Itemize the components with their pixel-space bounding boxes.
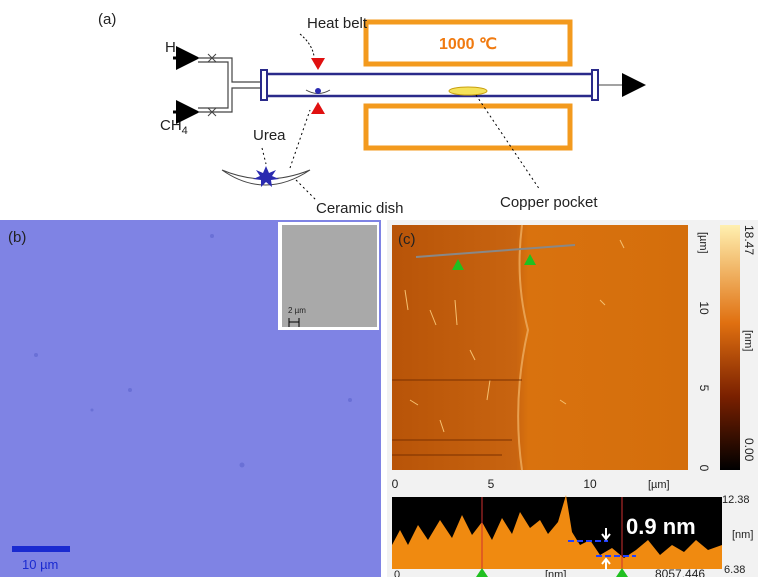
y-unit: [µm] xyxy=(697,232,709,254)
gas-pipes xyxy=(198,58,262,112)
colorbar-min: 0.00 xyxy=(742,438,756,462)
y-tick: 5 xyxy=(697,385,711,392)
profile-x-unit: [nm] xyxy=(545,569,566,577)
y-tick: 0 xyxy=(697,465,711,472)
inset-scale: 2 µm xyxy=(288,306,306,315)
pointer xyxy=(300,34,314,56)
x-tick: 0 xyxy=(392,477,399,491)
profile-y-unit: [nm] xyxy=(732,529,753,541)
urea-label: Urea xyxy=(253,127,286,144)
x-unit: [µm] xyxy=(648,479,670,491)
x-tick: 5 xyxy=(488,477,495,491)
x-tick: 10 xyxy=(583,477,597,491)
afm-image xyxy=(392,225,688,470)
profile-x-min: 0 xyxy=(394,569,400,577)
scale-bar xyxy=(12,546,70,552)
furnace xyxy=(366,106,570,148)
profile-y-max: 12.38 xyxy=(722,494,750,506)
panel-label: (c) xyxy=(398,231,416,248)
scale-label: 10 µm xyxy=(22,557,58,572)
profile-x-max: 8057.446 xyxy=(655,567,705,577)
small-urea xyxy=(315,88,321,94)
profile-y-min: 6.38 xyxy=(724,564,745,576)
panel-label: (a) xyxy=(98,11,116,28)
colorbar xyxy=(720,225,740,470)
temperature: 1000 ℃ xyxy=(439,36,497,53)
copper-pocket xyxy=(449,87,487,95)
panel-label: (b) xyxy=(8,229,26,246)
gas-label: CH4 xyxy=(160,117,188,137)
flange xyxy=(592,70,598,100)
step-height: 0.9 nm xyxy=(626,514,696,539)
dish-label: Ceramic dish xyxy=(316,200,404,217)
colorbar-unit: [nm] xyxy=(742,330,754,351)
valves xyxy=(208,54,216,116)
flange xyxy=(261,70,267,100)
colorbar-max: 18.47 xyxy=(742,225,756,255)
gas-label: H2 xyxy=(165,39,182,59)
heat-belt-label: Heat belt xyxy=(307,15,368,32)
figure: (a) H2 CH4 1000 ℃ Heat belt Urea Ceramic… xyxy=(0,0,758,577)
pocket-label: Copper pocket xyxy=(500,194,598,211)
quartz-tube xyxy=(266,74,594,96)
y-tick: 10 xyxy=(697,301,711,315)
